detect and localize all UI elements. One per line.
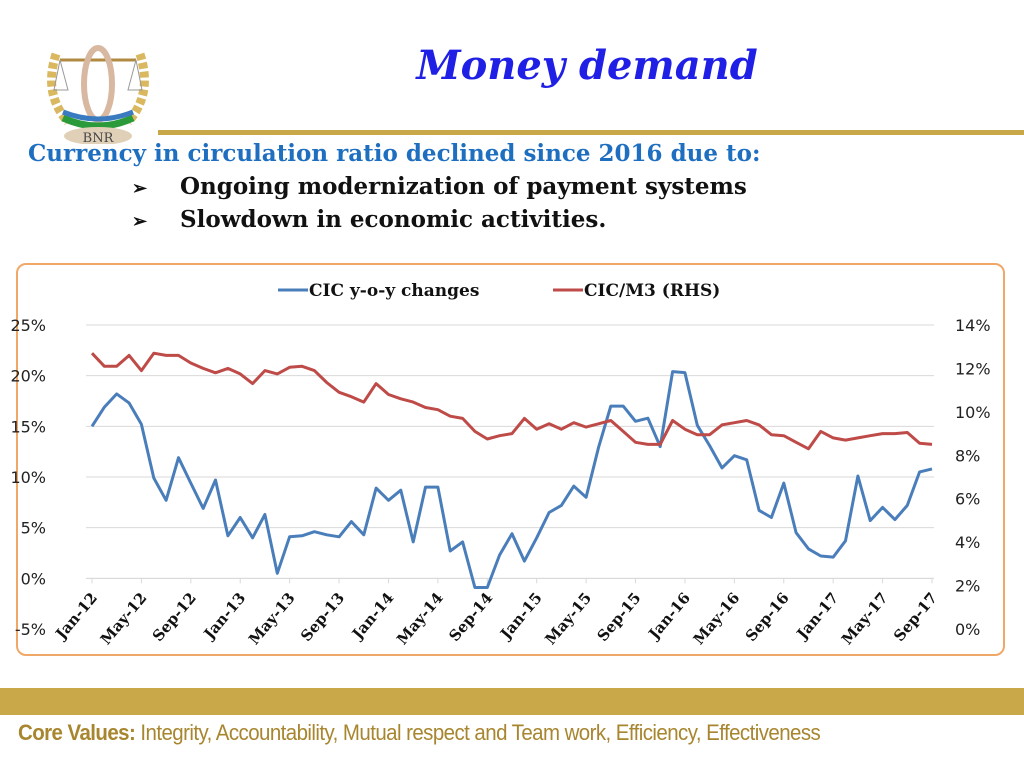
chart-frame [16,263,1005,656]
bullet-item: ➢ Ongoing modernization of payment system… [132,173,747,200]
legend-label: CIC y-o-y changes [309,281,479,301]
x-tick-label: May-13 [245,589,299,648]
legend-label: CIC/M3 (RHS) [584,281,720,301]
x-tick-label: Sep-15 [594,589,645,645]
footer-text: Integrity, Accountability, Mutual respec… [140,720,821,745]
y-left-tick-label: 10% [10,468,46,487]
slide-title: Money demand [416,42,758,89]
bullet-text: Slowdown in economic activities. [180,206,607,233]
y-right-tick-label: 0% [955,620,980,639]
gold-divider [158,130,1024,135]
x-tick-label: Sep-17 [890,589,941,645]
x-tick-label: May-14 [393,589,447,648]
bullet-text: Ongoing modernization of payment systems [180,173,747,200]
y-right-tick-label: 4% [955,533,980,552]
y-left-tick-label: 15% [10,417,46,436]
y-left-tick-label: 25% [10,316,46,335]
y-right-tick-label: 2% [955,577,980,596]
x-tick-label: May-16 [690,589,744,648]
y-right-tick-label: 8% [955,446,980,465]
bullet-item: ➢ Slowdown in economic activities. [132,206,606,233]
series-line-cic-yoy [90,370,933,589]
x-tick-label: May-17 [838,589,892,648]
x-tick-label: May-15 [541,589,595,648]
x-tick-label: Sep-13 [297,589,348,645]
y-left-tick-label: 5% [21,519,46,538]
logo-text: BNR [83,131,115,144]
y-left-tick-label: 20% [10,367,46,386]
series-line-cic-m3 [90,351,933,451]
y-right-tick-label: 12% [955,359,991,378]
arrow-right-icon: ➢ [132,211,148,232]
arrow-right-icon: ➢ [132,178,148,199]
x-tick-label: Jan-12 [51,589,101,644]
y-left-tick-label: 0% [21,569,46,588]
slide-subtitle: Currency in circulation ratio declined s… [28,140,761,167]
x-tick-label: Jan-16 [644,589,694,644]
footer-label: Core Values: [18,720,136,745]
x-tick-label: Jan-15 [495,589,545,644]
y-right-tick-label: 6% [955,490,980,509]
x-tick-label: Jan-17 [792,589,842,644]
x-tick-label: Jan-14 [347,589,397,644]
x-tick-label: Jan-13 [199,589,249,644]
x-tick-label: Sep-14 [445,589,496,645]
y-right-tick-label: 14% [955,316,991,335]
x-tick-label: Sep-16 [742,589,793,645]
footer-band [0,688,1024,715]
footer-core-values: Core Values: Integrity, Accountability, … [18,720,821,746]
bnr-logo: BNR [38,14,158,146]
x-tick-label: Sep-12 [149,589,200,645]
y-right-tick-label: 10% [955,403,991,422]
y-left-tick-label: -5% [15,620,46,639]
x-tick-label: May-12 [97,589,151,648]
